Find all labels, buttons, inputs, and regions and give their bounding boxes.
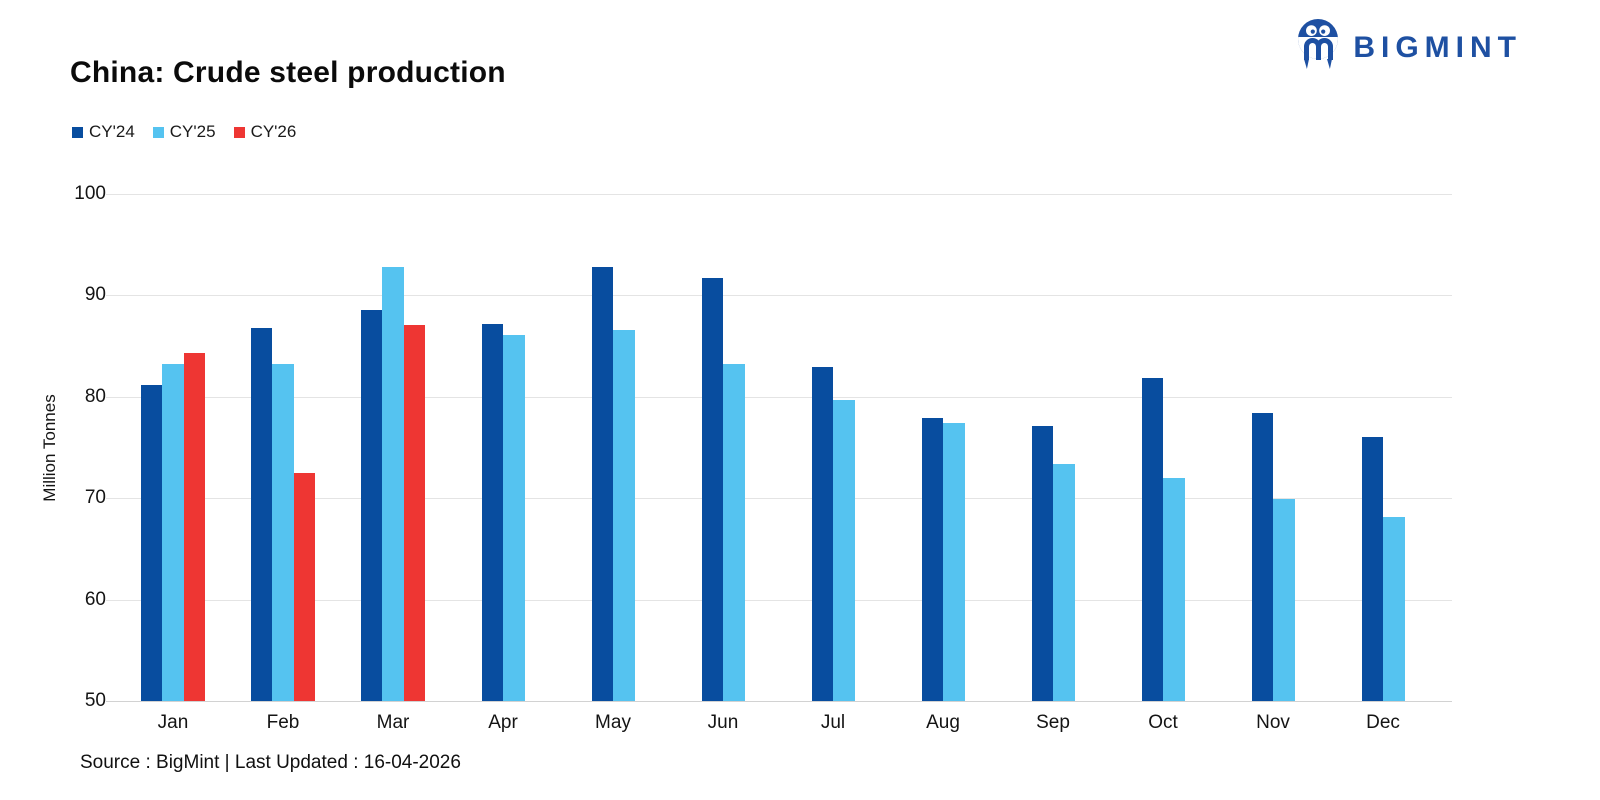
bar-group-sep: Sep <box>998 194 1108 733</box>
legend-item-cy24: CY'24 <box>72 122 135 142</box>
bar-cy25-aug <box>943 423 965 701</box>
bar-cy25-jun <box>723 364 745 701</box>
y-tick-label: 50 <box>84 690 106 711</box>
bar-group-oct: Oct <box>1108 194 1218 733</box>
bar-group-apr: Apr <box>448 194 558 733</box>
plot-area: 100 90 80 70 60 50 Jan Feb Mar Apr May Jun Jul Aug Se… <box>40 183 1452 733</box>
legend-item-cy25: CY'25 <box>152 122 216 142</box>
bar-cy25-sep <box>1053 463 1075 701</box>
bar-cy24-aug <box>921 418 943 701</box>
page-title: China: Crude steel production <box>70 56 506 89</box>
y-tick-label: 100 <box>74 183 106 204</box>
bar-cy25-feb <box>272 364 294 701</box>
bar-cy25-may <box>613 329 635 701</box>
bar-cy24-sep <box>1031 426 1053 701</box>
chart-legend: CY'24 CY'25 CY'26 <box>72 122 296 142</box>
bar-cy25-jul <box>833 399 855 701</box>
bar-group-jan: Jan <box>118 194 228 733</box>
gridline-70 <box>106 498 1452 500</box>
gridline-80 <box>106 396 1452 398</box>
legend-swatch-icon <box>233 126 245 138</box>
bigmint-logo: BIGMINT <box>1293 18 1522 77</box>
bar-cy24-oct <box>1141 377 1163 701</box>
gridline-90 <box>106 295 1452 297</box>
y-tick-label: 60 <box>84 588 106 610</box>
y-axis-title: Million Tonnes <box>40 393 59 502</box>
legend-label: CY'26 <box>250 122 297 141</box>
bar-group-aug: Aug <box>888 194 998 733</box>
legend-label: CY'24 <box>89 122 135 141</box>
x-tick-label-sep: Sep <box>1036 712 1070 733</box>
bar-cy24-mar <box>360 309 383 701</box>
x-tick-label-aug: Aug <box>926 712 960 733</box>
bar-group-jul: Jul <box>778 194 888 733</box>
y-tick-label: 70 <box>84 487 106 509</box>
x-tick-label-jan: Jan <box>157 712 189 733</box>
bigmint-mark-icon <box>1293 18 1343 77</box>
x-tick-label-jun: Jun <box>707 712 739 733</box>
legend-swatch-icon <box>72 126 83 138</box>
x-tick-label-jul: Jul <box>820 712 846 733</box>
bar-cy24-jul <box>811 367 833 701</box>
legend-swatch-icon <box>152 126 164 138</box>
bar-cy24-jan <box>140 384 163 701</box>
y-tick-label: 90 <box>84 284 106 306</box>
bar-cy25-dec <box>1383 517 1405 701</box>
bar-cy25-apr <box>503 334 525 701</box>
bar-cy25-jan <box>162 364 184 701</box>
x-tick-label-oct: Oct <box>1148 712 1178 733</box>
gridline-60 <box>106 599 1452 601</box>
bar-cy26-mar <box>403 324 426 701</box>
x-axis-line <box>106 701 1452 702</box>
source-note: Source : BigMint | Last Updated : 16-04-… <box>80 752 461 773</box>
bar-group-may: May <box>558 194 668 733</box>
bar-cy25-mar <box>382 267 404 701</box>
x-tick-label-may: May <box>595 712 631 733</box>
bar-cy24-dec <box>1361 437 1383 701</box>
bar-cy25-oct <box>1163 477 1185 701</box>
x-tick-label-nov: Nov <box>1256 712 1290 733</box>
bar-cy24-apr <box>481 323 503 701</box>
bar-cy26-feb <box>293 472 316 701</box>
bar-group-mar: Mar <box>338 194 448 733</box>
x-tick-label-apr: Apr <box>488 712 518 733</box>
bar-groups: Jan Feb Mar Apr May Jun Jul Aug Sep Oct Nov Dec <box>118 194 1438 733</box>
legend-item-cy26: CY'26 <box>233 122 297 142</box>
bar-cy24-jun <box>701 278 723 701</box>
y-tick-label: 80 <box>84 385 106 407</box>
gridline-100 <box>106 194 1452 195</box>
bar-group-jun: Jun <box>668 194 778 733</box>
bar-cy24-nov <box>1251 413 1273 701</box>
x-tick-label-dec: Dec <box>1366 712 1400 733</box>
bigmint-logo-text: BIGMINT <box>1353 30 1522 64</box>
bar-group-dec: Dec <box>1328 194 1438 733</box>
x-tick-label-feb: Feb <box>266 712 300 733</box>
bar-cy26-jan <box>183 353 206 701</box>
bar-group-nov: Nov <box>1218 194 1328 733</box>
bar-cy24-may <box>591 267 613 701</box>
bar-group-feb: Feb <box>228 194 338 733</box>
x-tick-label-mar: Mar <box>376 712 410 733</box>
bar-cy24-feb <box>250 327 273 701</box>
bar-cy25-nov <box>1273 499 1295 701</box>
legend-label: CY'25 <box>169 122 216 141</box>
